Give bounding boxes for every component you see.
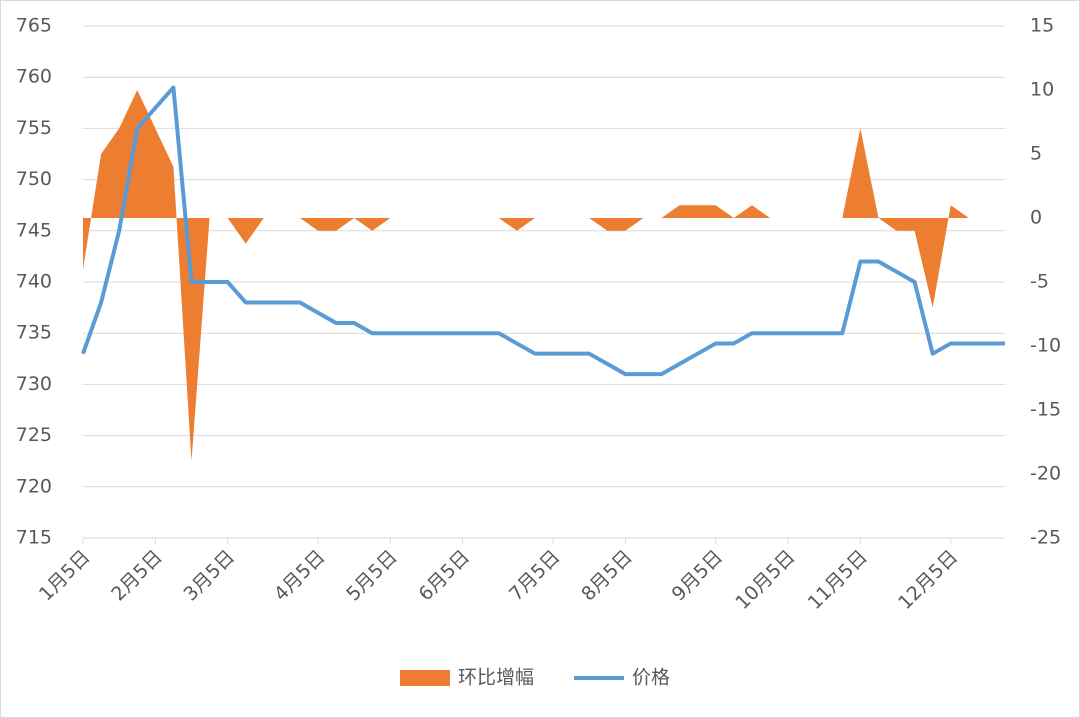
y2-tick-label: 15 — [1030, 15, 1054, 37]
y2-tick-label: 0 — [1030, 207, 1042, 229]
y-tick-label: 745 — [16, 219, 52, 241]
line — [81, 85, 1005, 377]
y2-tick-label: -25 — [1030, 527, 1061, 549]
y-tick-label: 750 — [16, 168, 52, 190]
y-tick-label: 740 — [16, 271, 52, 293]
y2-tick-label: 10 — [1030, 79, 1054, 101]
y-tick-label: 735 — [16, 322, 52, 344]
y2-tick-label: -15 — [1030, 399, 1061, 421]
y-tick-label: 725 — [16, 424, 52, 446]
y2-tick-label: -20 — [1030, 463, 1061, 485]
y-tick-label: 765 — [16, 15, 52, 37]
y-tick-label: 760 — [16, 66, 52, 88]
y-tick-label: 730 — [16, 373, 52, 395]
y2-tick-label: -10 — [1030, 335, 1061, 357]
legend-swatch — [400, 670, 450, 686]
y2-tick-label: 5 — [1030, 143, 1042, 165]
y2-tick-label: -5 — [1030, 271, 1049, 293]
legend-label: 环比增幅 — [458, 667, 534, 689]
legend-label: 价格 — [632, 667, 670, 689]
y-tick-label: 755 — [16, 117, 52, 139]
y-tick-label: 715 — [16, 527, 52, 549]
y-tick-label: 720 — [16, 475, 52, 497]
